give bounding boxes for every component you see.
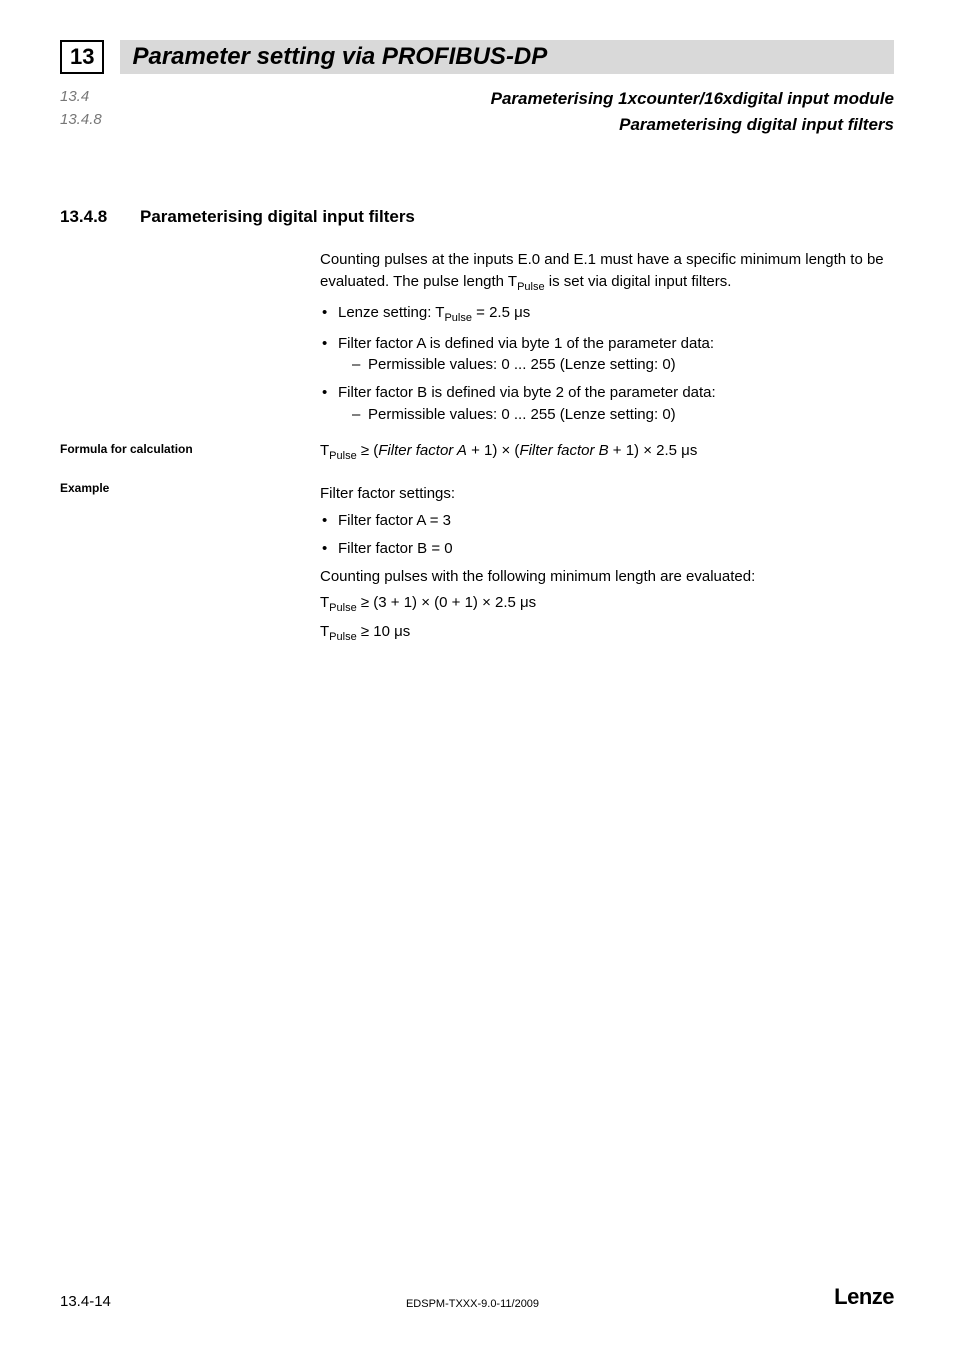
formula-row: Formula for calculation TPulse ≥ (Filter…	[60, 440, 894, 465]
breadcrumb-right: Parameterising 1xcounter/16xdigital inpu…	[150, 86, 894, 137]
page-number: 13.4-14	[60, 1293, 111, 1310]
bullet-2-text: Filter factor A is defined via byte 1 of…	[338, 335, 714, 352]
document-id: EDSPM-TXXX-9.0-11/2009	[111, 1298, 834, 1310]
bullet-1-b: = 2.5 μs	[472, 304, 530, 321]
example-line2: Counting pulses with the following minim…	[320, 566, 894, 588]
brand-logo: Lenze	[834, 1284, 894, 1310]
intro-paragraph: Counting pulses at the inputs E.0 and E.…	[320, 249, 894, 296]
formula-c: Filter factor A	[378, 442, 467, 459]
breadcrumb-left-2: 13.4.8	[60, 109, 150, 132]
chapter-header: 13 Parameter setting via PROFIBUS-DP	[60, 40, 894, 74]
eq1-a: T	[320, 594, 329, 611]
example-intro: Filter factor settings:	[320, 483, 894, 505]
section-number: 13.4.8	[60, 207, 140, 227]
bullet-1-a: Lenze setting: T	[338, 304, 444, 321]
breadcrumb-left-1: 13.4	[60, 86, 150, 109]
breadcrumb: 13.4 13.4.8 Parameterising 1xcounter/16x…	[60, 86, 894, 137]
bullet-3-text: Filter factor B is defined via byte 2 of…	[338, 384, 716, 401]
bullet-1: Lenze setting: TPulse = 2.5 μs	[320, 302, 894, 327]
formula-b: ≥ (	[357, 442, 379, 459]
chapter-number-box: 13	[60, 40, 104, 74]
formula-e: Filter factor B	[519, 442, 608, 459]
example-bullets: Filter factor A = 3 Filter factor B = 0	[320, 510, 894, 560]
example-content: Filter factor settings: Filter factor A …	[320, 479, 894, 650]
eq2-sub: Pulse	[329, 631, 357, 643]
bullet-list: Lenze setting: TPulse = 2.5 μs Filter fa…	[320, 302, 894, 426]
intro-sub: Pulse	[517, 281, 545, 293]
formula-f: + 1) × 2.5 μs	[609, 442, 698, 459]
chapter-title: Parameter setting via PROFIBUS-DP	[132, 43, 547, 71]
body-area: Counting pulses at the inputs E.0 and E.…	[320, 249, 894, 426]
section-heading: 13.4.8 Parameterising digital input filt…	[60, 207, 894, 227]
eq1-sub: Pulse	[329, 602, 357, 614]
chapter-number: 13	[70, 46, 94, 68]
intro-text-b: is set via digital input filters.	[545, 273, 732, 290]
example-row: Example Filter factor settings: Filter f…	[60, 479, 894, 650]
bullet-1-sub: Pulse	[444, 312, 472, 324]
formula-content: TPulse ≥ (Filter factor A + 1) × (Filter…	[320, 440, 894, 465]
breadcrumb-left: 13.4 13.4.8	[60, 86, 150, 137]
bullet-3: Filter factor B is defined via byte 2 of…	[320, 382, 894, 426]
example-eq2: TPulse ≥ 10 μs	[320, 621, 894, 646]
bullet-2: Filter factor A is defined via byte 1 of…	[320, 333, 894, 377]
formula-a: T	[320, 442, 329, 459]
page-footer: 13.4-14 EDSPM-TXXX-9.0-11/2009 Lenze	[60, 1284, 894, 1310]
chapter-title-bar: Parameter setting via PROFIBUS-DP	[120, 40, 894, 74]
eq1-b: ≥ (3 + 1) × (0 + 1) × 2.5 μs	[357, 594, 536, 611]
formula-sub: Pulse	[329, 450, 357, 462]
breadcrumb-right-2: Parameterising digital input filters	[150, 112, 894, 138]
example-eq1: TPulse ≥ (3 + 1) × (0 + 1) × 2.5 μs	[320, 592, 894, 617]
breadcrumb-right-1: Parameterising 1xcounter/16xdigital inpu…	[150, 86, 894, 112]
example-label: Example	[60, 479, 320, 650]
bullet-2-sub: Permissible values: 0 ... 255 (Lenze set…	[338, 354, 894, 376]
formula-label: Formula for calculation	[60, 440, 320, 465]
example-bullet-b: Filter factor B = 0	[320, 538, 894, 560]
eq2-a: T	[320, 623, 329, 640]
eq2-b: ≥ 10 μs	[357, 623, 411, 640]
bullet-3-sub: Permissible values: 0 ... 255 (Lenze set…	[338, 404, 894, 426]
example-bullet-a: Filter factor A = 3	[320, 510, 894, 532]
section-title: Parameterising digital input filters	[140, 207, 415, 227]
formula-d: + 1) × (	[467, 442, 520, 459]
